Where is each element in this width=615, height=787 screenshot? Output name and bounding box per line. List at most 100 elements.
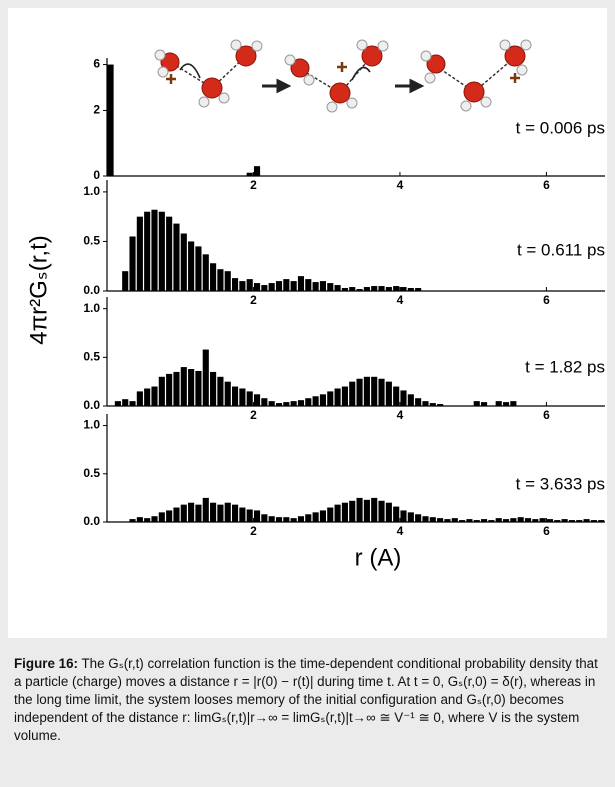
bar [481, 402, 488, 406]
bar [136, 517, 143, 522]
caption-label: Figure 16: [14, 656, 78, 671]
bar [290, 281, 297, 291]
bar [319, 281, 327, 291]
bar [598, 520, 605, 522]
bar [290, 518, 297, 522]
bar [415, 288, 422, 291]
bar [429, 517, 436, 522]
bar [151, 516, 158, 522]
y-tick-label: 1.0 [83, 301, 100, 315]
y-axis-label: 4πr²Gₛ(r,t) [25, 235, 52, 345]
y-tick-label: 0.5 [83, 350, 100, 364]
bar [210, 263, 217, 291]
bar [524, 518, 532, 522]
bar [136, 391, 143, 406]
bar [268, 516, 275, 522]
bar [349, 500, 356, 522]
bar [371, 497, 378, 522]
bar [202, 497, 209, 522]
bar [341, 386, 348, 406]
bar [473, 401, 480, 406]
bar [275, 281, 283, 291]
bar [268, 283, 275, 291]
bar [173, 223, 180, 291]
bar [107, 64, 114, 176]
bar [583, 519, 590, 522]
bar [239, 281, 246, 291]
bar [122, 399, 129, 406]
bar [217, 376, 224, 406]
bar [407, 512, 414, 522]
bar [349, 381, 356, 406]
bar [371, 286, 378, 291]
bar [151, 209, 158, 291]
bar [459, 520, 466, 522]
bar [158, 211, 165, 291]
x-tick-label: 2 [250, 524, 257, 538]
bar [151, 386, 158, 406]
bar [283, 517, 290, 522]
bar [407, 394, 414, 406]
bar [283, 279, 290, 291]
x-tick-label: 6 [543, 524, 550, 538]
bar [166, 216, 173, 291]
bar [144, 518, 151, 522]
y-tick-label: 0.0 [83, 283, 100, 297]
bar [253, 166, 261, 176]
bar [188, 241, 195, 291]
x-tick-label: 6 [543, 408, 550, 422]
inset-illustration [154, 39, 532, 113]
bar [129, 401, 136, 406]
y-tick-label: 1.0 [83, 418, 100, 432]
bar [261, 285, 268, 291]
bar [217, 269, 224, 291]
bar [407, 288, 414, 291]
bar [356, 378, 363, 406]
bar [261, 398, 268, 406]
bar [275, 517, 283, 522]
bar [195, 246, 202, 291]
bar [451, 518, 458, 522]
bar [568, 520, 576, 522]
bar [502, 519, 510, 522]
bar [312, 282, 319, 291]
bar [327, 391, 334, 406]
bar [327, 283, 334, 291]
bar [393, 506, 400, 522]
bar [495, 401, 502, 406]
bar [129, 519, 136, 522]
bar [422, 516, 429, 522]
bar [275, 403, 283, 406]
bar [144, 211, 151, 291]
bar [539, 518, 546, 522]
bar [195, 504, 202, 522]
bar [502, 402, 510, 406]
bar [144, 388, 151, 406]
bar [393, 286, 400, 291]
bar [341, 288, 348, 291]
bar [253, 283, 261, 291]
panel-annotation: t = 0.611 ps [517, 240, 605, 259]
y-tick-label: 0.0 [83, 398, 100, 412]
bar [239, 388, 246, 406]
bar [393, 386, 400, 406]
bar [136, 216, 143, 291]
bar [363, 287, 370, 291]
bar [466, 519, 473, 522]
x-tick-label: 2 [250, 408, 257, 422]
bar [180, 233, 187, 291]
y-tick-label: 0.5 [83, 466, 100, 480]
bar [246, 279, 253, 291]
bar [158, 512, 165, 522]
bar [180, 504, 187, 522]
bar [400, 510, 407, 522]
panel-annotation: t = 1.82 ps [525, 357, 605, 376]
bar [232, 278, 239, 291]
bar [532, 519, 539, 522]
y-tick-label: 0.0 [83, 514, 100, 528]
bar [363, 499, 370, 522]
bar [224, 502, 231, 522]
bar [305, 279, 312, 291]
panel-annotation: t = 0.006 ps [516, 118, 605, 137]
bar [378, 378, 385, 406]
